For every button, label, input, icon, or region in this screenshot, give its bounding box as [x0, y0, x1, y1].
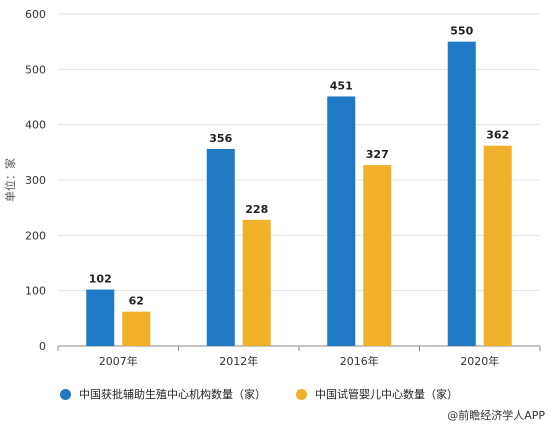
- y-axis-label: 单位：家: [3, 158, 17, 202]
- legend-swatch-series-1: [60, 388, 71, 400]
- bar-series-2: [242, 219, 271, 346]
- legend-item-series-1: 中国获批辅助生殖中心机构数量（家）: [60, 386, 266, 402]
- legend: 中国获批辅助生殖中心机构数量（家） 中国试管婴儿中心数量（家）: [60, 386, 488, 402]
- source-credit: @前瞻经济学人APP: [447, 409, 545, 422]
- legend-label-series-1: 中国获批辅助生殖中心机构数量（家）: [79, 388, 266, 401]
- legend-swatch-series-2: [296, 388, 307, 400]
- bar-series-1: [327, 96, 356, 347]
- bar-series-2: [483, 145, 512, 346]
- bar-series-2: [122, 311, 151, 346]
- data-label: 228: [245, 203, 268, 216]
- y-tick-label: 500: [25, 63, 46, 76]
- data-label: 62: [129, 295, 144, 308]
- x-tick-label: 2012年: [219, 354, 258, 368]
- x-tick-label: 2016年: [340, 354, 379, 368]
- data-label: 362: [486, 129, 509, 142]
- legend-item-series-2: 中国试管婴儿中心数量（家）: [296, 386, 458, 402]
- x-tick-label: 2020年: [460, 354, 499, 368]
- bars: [86, 41, 512, 347]
- data-label: 550: [450, 25, 473, 38]
- data-labels: 102 62 356 228 451 327 550 362: [89, 25, 509, 308]
- bar-series-2: [363, 165, 392, 346]
- legend-label-series-2: 中国试管婴儿中心数量（家）: [315, 388, 458, 401]
- y-tick-label: 100: [25, 285, 46, 298]
- y-tick-label: 300: [25, 174, 46, 187]
- data-label: 327: [366, 148, 389, 161]
- y-tick-label: 200: [25, 229, 46, 242]
- data-label: 451: [330, 79, 353, 92]
- x-tick-label: 2007年: [99, 354, 138, 368]
- bar-series-1: [86, 289, 115, 346]
- y-tick-label: 0: [39, 340, 46, 353]
- bar-series-1: [447, 41, 476, 347]
- data-label: 102: [89, 273, 112, 286]
- y-tick-label: 600: [25, 8, 46, 21]
- bar-series-1: [206, 149, 235, 346]
- y-tick-label: 400: [25, 119, 46, 132]
- data-label: 356: [209, 132, 232, 145]
